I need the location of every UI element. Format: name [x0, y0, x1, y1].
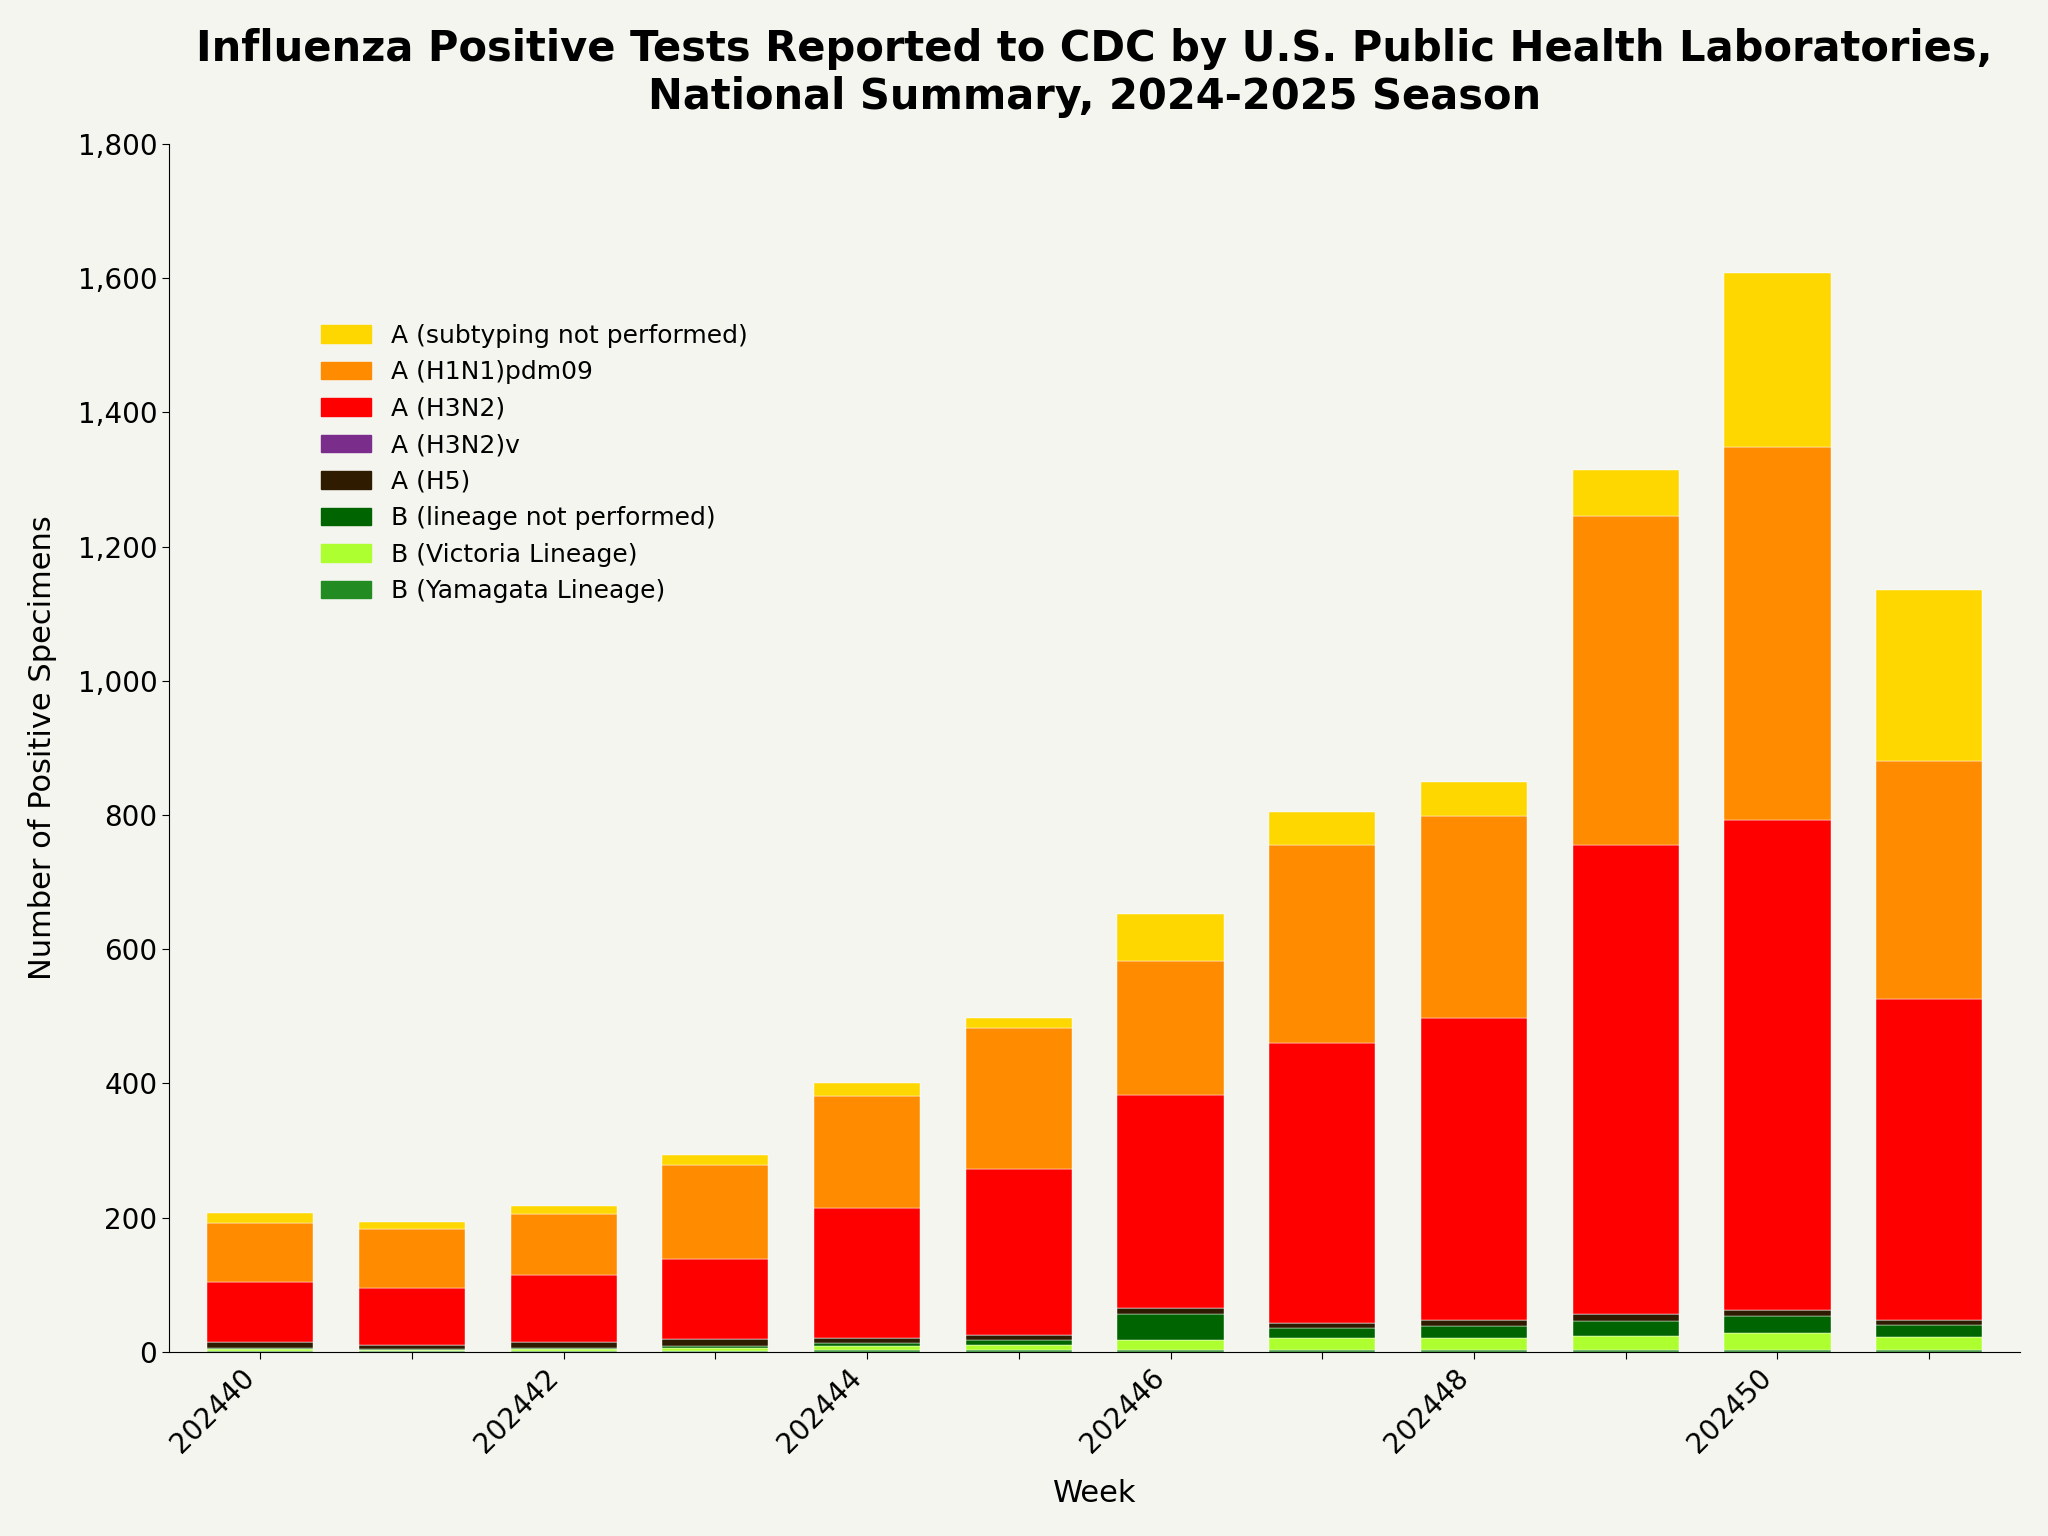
Bar	[813, 1347, 920, 1350]
X-axis label: Week: Week	[1053, 1479, 1137, 1508]
Bar	[1421, 817, 1528, 1018]
Legend: A (subtyping not performed), A (H1N1)pdm09, A (H3N2), A (H3N2)v, A (H5), B (line: A (subtyping not performed), A (H1N1)pdm…	[311, 313, 758, 613]
Bar	[1724, 820, 1831, 1310]
Bar	[1724, 1333, 1831, 1350]
Bar	[1724, 1350, 1831, 1352]
Bar	[967, 1018, 1071, 1029]
Bar	[510, 1349, 616, 1352]
Bar	[1118, 1095, 1223, 1309]
Bar	[1876, 1319, 1982, 1326]
Bar	[207, 1349, 313, 1352]
Bar	[207, 1223, 313, 1283]
Bar	[510, 1213, 616, 1275]
Bar	[662, 1258, 768, 1339]
Bar	[967, 1341, 1071, 1346]
Bar	[662, 1155, 768, 1164]
Bar	[1270, 845, 1376, 1043]
Bar	[967, 1346, 1071, 1350]
Bar	[1118, 914, 1223, 960]
Bar	[1876, 590, 1982, 760]
Bar	[967, 1169, 1071, 1335]
Bar	[813, 1342, 920, 1347]
Bar	[207, 1342, 313, 1347]
Bar	[967, 1029, 1071, 1169]
Bar	[1724, 447, 1831, 820]
Bar	[510, 1206, 616, 1213]
Bar	[1876, 998, 1982, 1319]
Bar	[207, 1283, 313, 1342]
Bar	[813, 1209, 920, 1338]
Bar	[1270, 1043, 1376, 1322]
Bar	[358, 1223, 465, 1229]
Bar	[1270, 1322, 1376, 1329]
Bar	[1421, 1018, 1528, 1319]
Bar	[1421, 1326, 1528, 1338]
Bar	[1118, 1341, 1223, 1350]
Bar	[813, 1095, 920, 1209]
Bar	[1270, 1338, 1376, 1350]
Title: Influenza Positive Tests Reported to CDC by U.S. Public Health Laboratories,
Nat: Influenza Positive Tests Reported to CDC…	[197, 28, 1993, 118]
Bar	[207, 1213, 313, 1223]
Bar	[1118, 1313, 1223, 1341]
Bar	[510, 1342, 616, 1347]
Bar	[662, 1347, 768, 1352]
Bar	[358, 1346, 465, 1349]
Bar	[1270, 813, 1376, 845]
Bar	[1724, 273, 1831, 447]
Bar	[1573, 1321, 1679, 1336]
Bar	[1118, 960, 1223, 1095]
Y-axis label: Number of Positive Specimens: Number of Positive Specimens	[29, 516, 57, 980]
Bar	[1876, 1336, 1982, 1350]
Bar	[1724, 1316, 1831, 1333]
Bar	[1421, 782, 1528, 817]
Bar	[813, 1338, 920, 1342]
Bar	[1573, 1315, 1679, 1321]
Bar	[1573, 845, 1679, 1315]
Bar	[1573, 470, 1679, 516]
Bar	[1724, 1310, 1831, 1316]
Bar	[662, 1339, 768, 1346]
Bar	[1118, 1309, 1223, 1313]
Bar	[1573, 516, 1679, 845]
Bar	[1270, 1329, 1376, 1338]
Bar	[1876, 1326, 1982, 1336]
Bar	[358, 1229, 465, 1289]
Bar	[1876, 760, 1982, 998]
Bar	[1573, 1336, 1679, 1350]
Bar	[662, 1346, 768, 1347]
Bar	[510, 1275, 616, 1342]
Bar	[813, 1083, 920, 1095]
Bar	[1421, 1319, 1528, 1326]
Bar	[1421, 1338, 1528, 1350]
Bar	[662, 1164, 768, 1258]
Bar	[358, 1289, 465, 1346]
Bar	[967, 1335, 1071, 1341]
